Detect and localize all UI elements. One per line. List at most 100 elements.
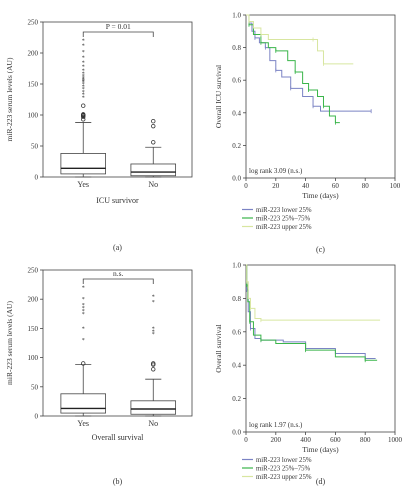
- outlier-extreme: *: [82, 60, 85, 66]
- outlier-extreme: *: [152, 300, 155, 306]
- y-tick-label: 0.0: [232, 429, 241, 437]
- outlier-extreme: *: [82, 96, 85, 102]
- legend-entry: miR-223 25%–75%: [256, 466, 311, 473]
- outlier-point: [151, 118, 156, 124]
- y-tick-label: 0.6: [232, 328, 241, 336]
- box-1: *****: [130, 294, 177, 417]
- y-axis-label: Overall ICU survival: [214, 65, 223, 128]
- box-iqr: [130, 163, 177, 177]
- x-axis-label: ICU survivor: [96, 196, 139, 205]
- x-category-label: Yes: [77, 419, 89, 428]
- x-axis-label: Time (days): [302, 191, 339, 200]
- outlier-extreme: *: [152, 332, 155, 338]
- box-iqr: [60, 393, 106, 414]
- outlier-extreme: *: [82, 87, 85, 93]
- box-iqr: [60, 153, 106, 175]
- panel-caption: (d): [316, 477, 326, 486]
- outlier-extreme: *: [82, 79, 85, 85]
- x-category-label: No: [148, 419, 158, 428]
- y-tick-label: 250: [28, 267, 39, 275]
- y-tick-label: 0.4: [232, 362, 241, 370]
- y-axis-label: miR-223 serum levels (AU): [5, 301, 14, 385]
- y-tick-label: 0: [35, 174, 39, 182]
- significance-label: P = 0.01: [106, 22, 131, 31]
- x-tick-label: 60: [332, 182, 340, 190]
- significance-bracket: [82, 31, 154, 37]
- x-axis-label: Time (days): [302, 445, 339, 454]
- series-line-0: [246, 264, 376, 360]
- plot-frame: [42, 21, 193, 178]
- outlier-extreme: *: [152, 294, 155, 300]
- outlier-point: [151, 361, 156, 366]
- x-tick-label: 100: [390, 182, 401, 190]
- y-tick-label: 0.0: [232, 175, 241, 183]
- panel-caption: (a): [113, 243, 122, 252]
- legend-entry: miR-223 upper 25%: [256, 224, 312, 231]
- y-tick-label: 50: [31, 383, 39, 391]
- y-tick-label: 200: [28, 296, 39, 304]
- x-tick-label: 400: [300, 436, 311, 444]
- y-tick-label: 1.0: [232, 262, 241, 270]
- x-tick-label: 0: [244, 182, 248, 190]
- panel-caption: (c): [316, 245, 325, 254]
- y-tick-label: 1.0: [232, 12, 241, 20]
- series-line-0: [246, 14, 372, 112]
- outlier-extreme: *: [82, 306, 85, 312]
- series-line-1: [246, 264, 378, 361]
- box-0: *******************: [60, 39, 106, 178]
- y-tick-label: 0.8: [232, 44, 241, 52]
- y-tick-label: 0.4: [232, 109, 241, 117]
- x-tick-label: 40: [302, 182, 310, 190]
- outlier-extreme: *: [82, 68, 85, 74]
- panel-b: 050100150200250********Yes*****Non.s.miR…: [5, 267, 193, 486]
- outlier-extreme: *: [82, 338, 85, 344]
- x-tick-label: 600: [330, 436, 341, 444]
- y-tick-label: 150: [28, 81, 39, 89]
- outlier-extreme: *: [82, 74, 85, 80]
- outlier-extreme: *: [82, 78, 85, 84]
- y-tick-label: 200: [28, 50, 39, 58]
- log-rank-label: log rank 1.97 (n.s.): [249, 421, 303, 429]
- outlier-extreme: *: [152, 329, 155, 335]
- y-tick-label: 50: [31, 143, 39, 151]
- x-category-label: Yes: [77, 180, 89, 189]
- outlier-extreme: *: [82, 76, 85, 82]
- plot-frame: [245, 264, 396, 433]
- outlier-extreme: *: [82, 82, 85, 88]
- y-axis-label: miR-223 serum levels (AU): [5, 57, 14, 141]
- legend-entry: miR-223 upper 25%: [256, 474, 312, 481]
- x-tick-label: 1000: [388, 436, 403, 444]
- x-tick-label: 200: [271, 436, 282, 444]
- x-tick-label: 20: [272, 182, 280, 190]
- panel-c: 0.0 0.2 0.4 0.6 0.8 1.0 0 20 40 60 80 100 log rank 3…: [214, 12, 401, 255]
- legend-entry: miR-223 lower 25%: [256, 457, 312, 464]
- legend: miR-223 lower 25% miR-223 25%–75%miR-223 …: [242, 207, 312, 231]
- x-tick-label: 0: [244, 436, 248, 444]
- outlier-extreme: *: [82, 80, 85, 86]
- series-line-2: [246, 264, 381, 321]
- panel-a: 0 50 100 150 200 250 ******************* Yes No P…: [5, 19, 193, 252]
- outlier-point: [151, 367, 156, 372]
- legend-entry: miR-223 lower 25%: [256, 207, 312, 214]
- box-1: [130, 118, 177, 178]
- outlier-extreme: *: [82, 55, 85, 61]
- x-axis-label: Overall survival: [92, 433, 145, 442]
- outlier-extreme: *: [82, 90, 85, 96]
- box-iqr: [130, 400, 177, 415]
- y-tick-label: 100: [28, 112, 39, 120]
- y-tick-label: 100: [28, 354, 39, 362]
- outlier-extreme: *: [82, 44, 85, 50]
- legend: miR-223 lower 25% miR-223 25%–75%miR-223 …: [242, 457, 312, 481]
- panel-caption: (b): [113, 477, 123, 486]
- series-line-1: [246, 14, 340, 124]
- outlier-point: [81, 103, 86, 108]
- outlier-point: [151, 123, 156, 129]
- outlier-extreme: *: [82, 71, 85, 77]
- outlier-extreme: *: [82, 286, 85, 292]
- series-line-2: [246, 14, 354, 65]
- plot-frame: [42, 269, 193, 417]
- y-tick-label: 0: [35, 413, 39, 421]
- outlier-extreme: *: [152, 326, 155, 332]
- outlier-point: [151, 140, 156, 145]
- outlier-extreme: *: [82, 303, 85, 309]
